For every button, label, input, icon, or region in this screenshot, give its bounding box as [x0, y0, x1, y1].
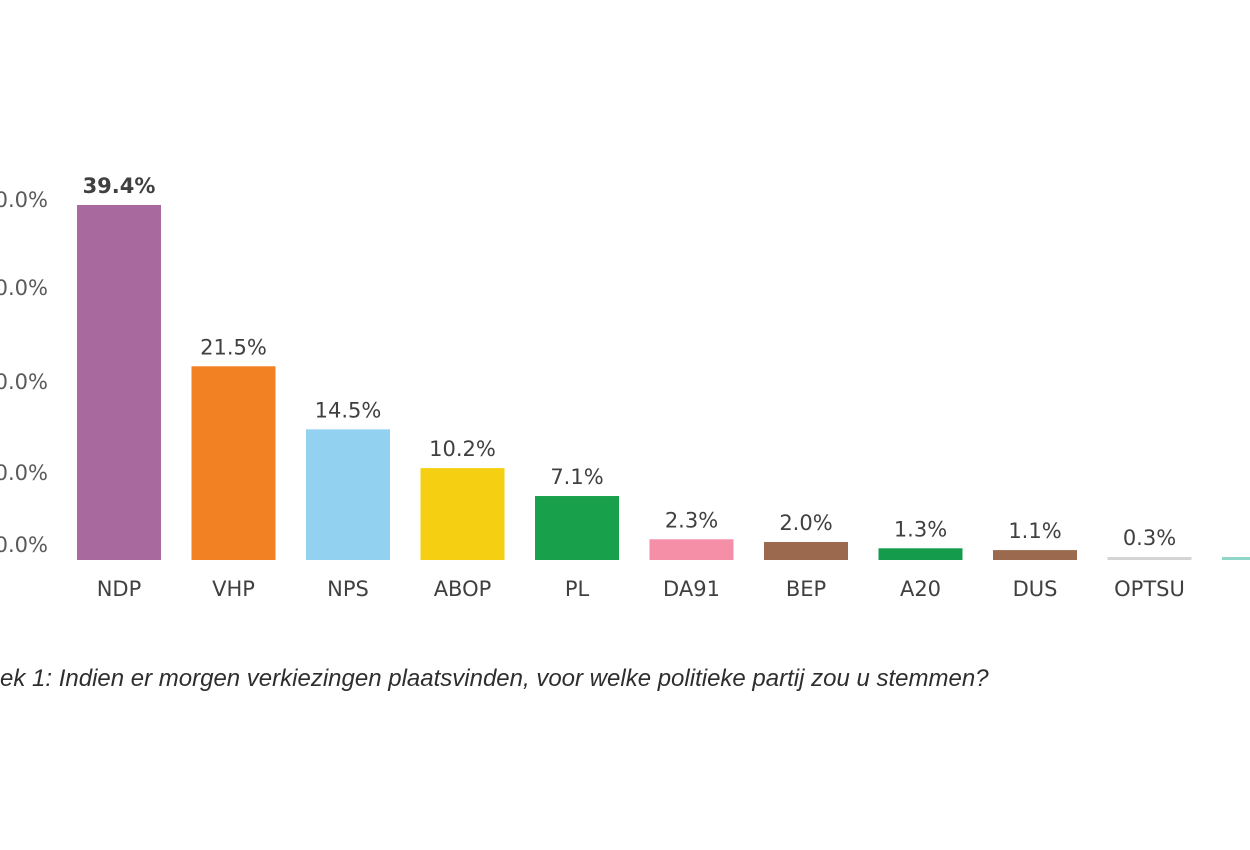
y-axis-tick-labels: 0.0% 0.0% 0.0% 0.0% 0.0%	[0, 188, 48, 557]
y-tick-label: 0.0%	[0, 370, 48, 394]
chart-caption: ek 1: Indien er morgen verkiezingen plaa…	[0, 665, 989, 692]
x-tick-label-a20: A20	[900, 577, 941, 601]
bars	[77, 205, 1250, 560]
bar-chart: 0.0% 0.0% 0.0% 0.0% 0.0% 39.4% 21.5% 14.5% 10.2…	[0, 174, 1250, 601]
x-tick-label-optsu: OPTSU	[1114, 577, 1185, 601]
value-label-vhp: 21.5%	[200, 335, 267, 359]
x-tick-label-abop: ABOP	[434, 577, 492, 601]
y-tick-label: 0.0%	[0, 533, 48, 557]
bar-p	[1222, 557, 1250, 560]
value-label-abop: 10.2%	[429, 437, 496, 461]
y-tick-label: 0.0%	[0, 276, 48, 300]
x-tick-label-vhp: VHP	[212, 577, 255, 601]
value-label-pl: 7.1%	[550, 465, 603, 489]
x-tick-label-bep: BEP	[786, 577, 826, 601]
x-tick-label-nps: NPS	[327, 577, 369, 601]
value-label-bep: 2.0%	[779, 511, 832, 535]
x-tick-label-ndp: NDP	[97, 577, 142, 601]
value-label-dus: 1.1%	[1008, 519, 1061, 543]
y-tick-label: 0.0%	[0, 461, 48, 485]
bar-pl	[535, 496, 619, 560]
bar-da91	[649, 539, 734, 560]
bar-nps	[306, 429, 390, 560]
value-label-nps: 14.5%	[315, 398, 382, 422]
x-tick-label-dus: DUS	[1013, 577, 1058, 601]
bar-dus	[993, 550, 1077, 560]
bar-ndp	[77, 205, 161, 560]
value-label-da91: 2.3%	[665, 508, 718, 532]
bar-abop	[420, 468, 505, 560]
x-tick-label-da91: DA91	[663, 577, 720, 601]
value-label-optsu: 0.3%	[1123, 526, 1176, 550]
value-label-ndp: 39.4%	[83, 174, 156, 198]
x-tick-label-pl: PL	[565, 577, 590, 601]
bar-a20	[878, 548, 963, 560]
bar-vhp	[191, 366, 276, 560]
bar-bep	[764, 541, 848, 560]
bar-optsu	[1107, 557, 1192, 560]
value-labels: 39.4% 21.5% 14.5% 10.2% 7.1% 2.3% 2.0% 1.3% 1.1%…	[83, 174, 1177, 550]
x-axis-tick-labels: NDPVHPNPSABOPPLDA91BEPA20DUSOPTSUP	[97, 577, 1185, 601]
y-tick-label: 0.0%	[0, 188, 48, 212]
value-label-a20: 1.3%	[894, 517, 947, 541]
